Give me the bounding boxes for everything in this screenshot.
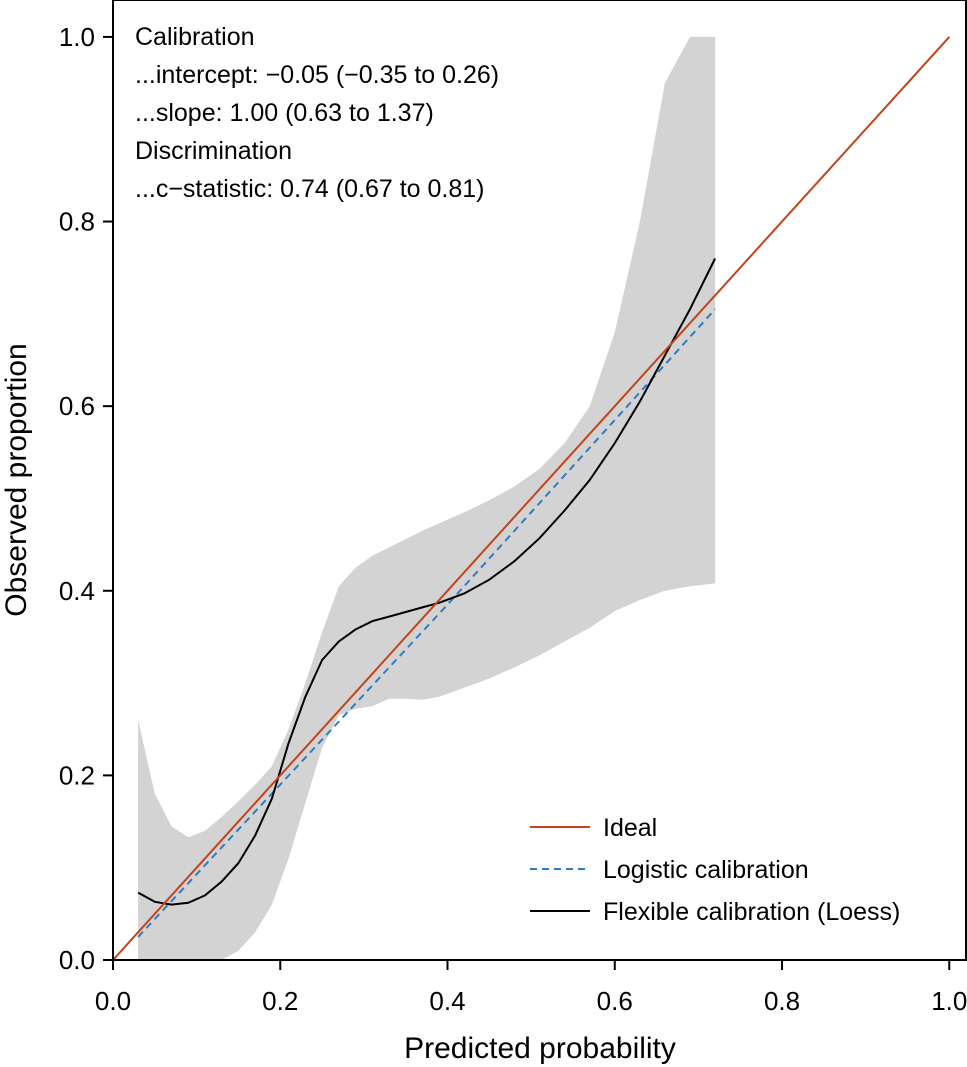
plot-frame — [112, 0, 967, 961]
annotation-intercept: ...intercept: −0.05 (−0.35 to 0.26) — [135, 61, 499, 89]
annotation-slope: ...slope: 1.00 (0.63 to 1.37) — [135, 99, 434, 127]
x-axis: 0.0 0.2 0.4 0.6 0.8 1.0 — [95, 960, 967, 1016]
y-tick-label: 0.4 — [59, 576, 95, 606]
y-tick-label: 0.2 — [59, 760, 95, 790]
series-layer — [113, 36, 951, 960]
y-axis: 0.0 0.2 0.4 0.6 0.8 1.0 — [59, 22, 113, 975]
legend-label-logistic: Logistic calibration — [603, 856, 809, 884]
legend-label-ideal: Ideal — [603, 814, 657, 842]
y-axis-title: Observed proportion — [0, 343, 33, 617]
y-tick-label: 0.0 — [59, 945, 95, 975]
x-tick-label: 0.0 — [95, 986, 131, 1016]
x-tick-label: 0.4 — [429, 986, 465, 1016]
legend-label-flexible: Flexible calibration (Loess) — [603, 898, 900, 926]
y-tick-label: 0.8 — [59, 207, 95, 237]
series-line-logistic — [137, 308, 716, 938]
annotation-block: Calibration ...intercept: −0.05 (−0.35 t… — [135, 23, 499, 203]
legend: Ideal Logistic calibration Flexible cali… — [530, 814, 900, 926]
series-line-flexible — [137, 258, 716, 906]
x-tick-label: 1.0 — [931, 986, 967, 1016]
y-tick-label: 0.6 — [59, 391, 95, 421]
annotation-c-statistic: ...c−statistic: 0.74 (0.67 to 0.81) — [135, 175, 485, 203]
x-tick-label: 0.6 — [597, 986, 633, 1016]
y-tick-label: 1.0 — [59, 22, 95, 52]
annotation-discrimination: Discrimination — [135, 137, 292, 165]
x-tick-label: 0.8 — [764, 986, 800, 1016]
x-tick-label: 0.2 — [262, 986, 298, 1016]
annotation-calibration: Calibration — [135, 23, 255, 51]
series-line-ideal — [113, 36, 951, 960]
x-axis-title: Predicted probability — [404, 1032, 676, 1065]
